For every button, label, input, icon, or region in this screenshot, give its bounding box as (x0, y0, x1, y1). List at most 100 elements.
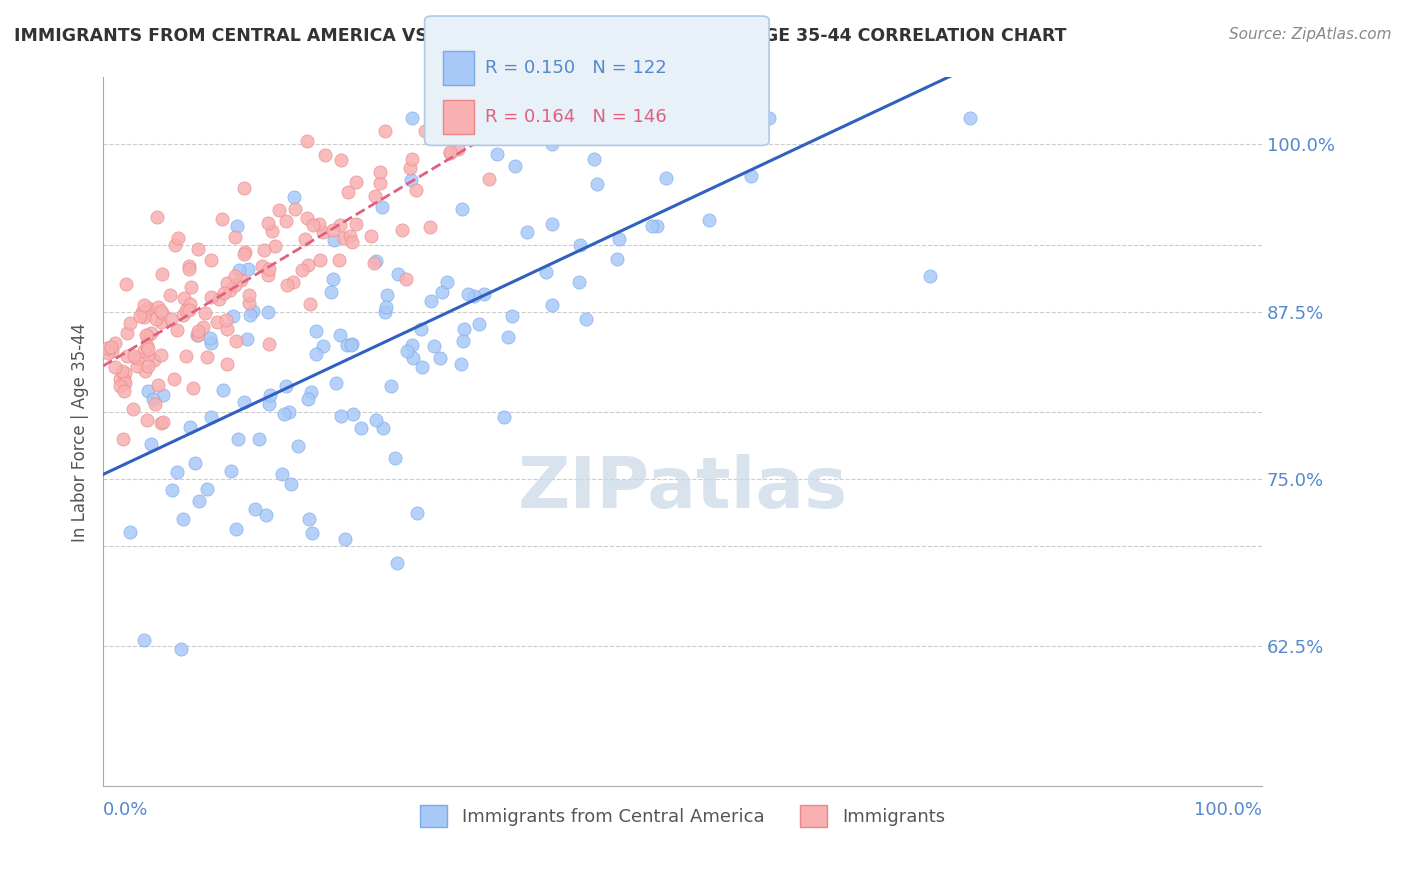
Point (152, 415, 174, 429)
Point (758, 111, 780, 125)
Point (340, 336, 363, 351)
Text: IMMIGRANTS FROM CENTRAL AMERICA VS IMMIGRANTS IN LABOR FORCE | AGE 35-44 CORRELA: IMMIGRANTS FROM CENTRAL AMERICA VS IMMIG… (14, 27, 1067, 45)
Point (222, 310, 245, 324)
Point (344, 217, 367, 231)
Point (134, 306, 156, 320)
Text: R = 0.164   N = 146: R = 0.164 N = 146 (485, 108, 666, 126)
Point (918, 268, 941, 283)
Point (395, 344, 418, 359)
Point (150, 315, 173, 329)
Point (219, 283, 242, 297)
Point (301, 526, 323, 541)
Point (384, 451, 406, 466)
Point (283, 190, 305, 204)
Point (150, 306, 173, 320)
Point (170, 642, 193, 657)
Point (314, 148, 336, 162)
Point (959, 111, 981, 125)
Point (200, 290, 222, 304)
Point (225, 522, 247, 536)
Point (233, 181, 256, 195)
Point (302, 218, 325, 232)
Point (259, 388, 281, 402)
Point (187, 324, 209, 338)
Point (160, 483, 183, 498)
Point (232, 394, 254, 409)
Point (276, 277, 298, 292)
Point (183, 457, 205, 471)
Point (297, 258, 319, 272)
Point (135, 329, 157, 343)
Point (399, 173, 422, 187)
Point (299, 297, 322, 311)
Point (503, 160, 526, 174)
Point (277, 405, 299, 419)
Point (194, 306, 217, 320)
Point (238, 261, 260, 276)
Point (200, 253, 222, 268)
Point (226, 219, 249, 233)
Point (328, 253, 350, 268)
Point (409, 322, 432, 336)
Point (136, 342, 159, 356)
Point (516, 225, 538, 239)
Point (592, 119, 614, 133)
Point (363, 256, 385, 270)
Point (322, 272, 344, 286)
Point (312, 225, 335, 239)
Point (486, 147, 509, 161)
Point (263, 239, 285, 253)
Point (370, 176, 392, 190)
Point (439, 145, 461, 159)
Point (585, 177, 607, 191)
Point (224, 269, 246, 284)
Point (401, 111, 423, 125)
Point (97, 345, 120, 359)
Point (453, 322, 475, 336)
Point (239, 309, 262, 323)
Point (186, 328, 208, 343)
Point (350, 421, 373, 435)
Point (607, 232, 630, 246)
Point (110, 363, 132, 377)
Point (120, 525, 142, 540)
Point (391, 222, 413, 236)
Point (163, 237, 186, 252)
Point (472, 287, 495, 301)
Point (125, 351, 148, 366)
Point (329, 409, 352, 423)
Point (221, 464, 243, 478)
Point (136, 359, 159, 374)
Point (402, 351, 425, 366)
Point (191, 320, 214, 334)
Point (253, 243, 276, 257)
Point (375, 288, 398, 302)
Point (132, 633, 155, 648)
Point (233, 247, 256, 261)
Point (187, 242, 209, 256)
Point (115, 349, 138, 363)
Point (141, 436, 163, 450)
Point (260, 224, 283, 238)
Point (283, 275, 305, 289)
Point (496, 329, 519, 343)
Point (257, 305, 280, 319)
Point (187, 494, 209, 508)
Point (305, 324, 328, 338)
Point (308, 217, 330, 231)
Point (112, 384, 135, 399)
Text: Source: ZipAtlas.com: Source: ZipAtlas.com (1229, 27, 1392, 42)
Point (423, 339, 446, 353)
Point (541, 217, 564, 231)
Point (211, 211, 233, 226)
Point (104, 360, 127, 375)
Point (366, 254, 388, 268)
Point (179, 296, 201, 310)
Point (371, 420, 394, 434)
Point (450, 202, 472, 216)
Point (136, 301, 159, 315)
Point (259, 336, 281, 351)
Point (582, 152, 605, 166)
Point (159, 288, 181, 302)
Point (309, 252, 332, 267)
